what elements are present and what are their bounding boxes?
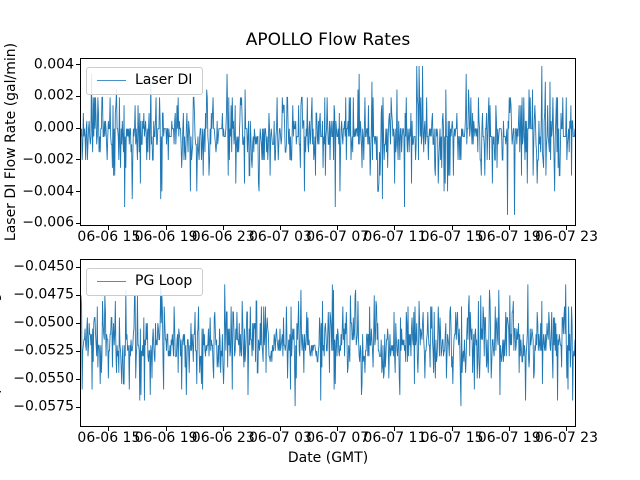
x-tick-label: 06-06 19 — [134, 228, 198, 245]
x-tick-label: 06-07 11 — [363, 430, 427, 447]
y-tick-mark — [76, 322, 80, 324]
x-tick-mark — [566, 225, 568, 230]
chart-title: APOLLO Flow Rates — [245, 30, 411, 50]
x-tick-mark — [508, 427, 510, 432]
x-tick-mark — [165, 225, 167, 230]
legend-label: PG Loop — [135, 273, 193, 290]
x-tick-label: 06-07 23 — [535, 430, 598, 447]
x-tick-label: 06-06 15 — [77, 228, 141, 245]
y-tick-mark — [76, 350, 80, 352]
legend-line-swatch — [97, 79, 126, 81]
y-tick-label: −0.006 — [22, 214, 74, 231]
x-tick-mark — [222, 225, 224, 230]
x-tick-mark — [394, 225, 396, 230]
x-tick-mark — [451, 427, 453, 432]
x-tick-label: 06-07 11 — [363, 228, 427, 245]
x-tick-label: 06-07 23 — [535, 228, 598, 245]
x-tick-label: 06-07 19 — [477, 228, 541, 245]
x-tick-mark — [451, 225, 453, 230]
x-tick-label: 06-07 07 — [306, 228, 370, 245]
x-tick-mark — [165, 427, 167, 432]
y-tick-mark — [76, 159, 80, 161]
plot-area-laser-di: Laser DI — [80, 57, 576, 226]
x-tick-mark — [337, 225, 339, 230]
y-tick-label: 0.002 — [33, 87, 74, 104]
y-tick-label: −0.0550 — [13, 370, 74, 387]
x-tick-label: 06-07 03 — [248, 228, 312, 245]
x-tick-label: 06-07 19 — [477, 430, 541, 447]
x-tick-mark — [508, 225, 510, 230]
x-tick-label: 06-07 15 — [420, 228, 484, 245]
legend-label: Laser DI — [135, 71, 193, 88]
x-tick-mark — [566, 427, 568, 432]
x-axis-label: Date (GMT) — [287, 450, 369, 466]
x-tick-mark — [108, 225, 110, 230]
plot-area-pg-loop: PG Loop — [80, 259, 576, 428]
x-tick-mark — [108, 427, 110, 432]
y-tick-mark — [76, 294, 80, 296]
pg-loop-line-series — [81, 284, 575, 407]
y-tick-mark — [76, 406, 80, 408]
y-axis-label-pg-loop: PG Loop Flow Rate (gal/min) — [0, 244, 2, 443]
legend-pg-loop: PG Loop — [86, 268, 204, 297]
y-tick-mark — [76, 222, 80, 224]
x-tick-label: 06-07 07 — [306, 430, 370, 447]
y-tick-mark — [76, 378, 80, 380]
y-tick-label: −0.002 — [22, 151, 74, 168]
y-tick-label: −0.0575 — [13, 398, 74, 415]
y-tick-mark — [76, 191, 80, 193]
x-tick-label: 06-07 03 — [248, 430, 312, 447]
y-tick-label: −0.0525 — [13, 342, 74, 359]
x-tick-mark — [394, 427, 396, 432]
y-axis-label-laser-di: Laser DI Flow Rate (gal/min) — [3, 42, 19, 241]
y-tick-label: −0.0475 — [13, 286, 74, 303]
y-tick-mark — [76, 95, 80, 97]
x-tick-label: 06-06 23 — [191, 228, 255, 245]
legend-laser-di: Laser DI — [86, 66, 204, 95]
y-tick-label: 0.000 — [33, 119, 74, 136]
laser-di-line-series — [81, 65, 575, 215]
y-tick-mark — [76, 127, 80, 129]
x-tick-label: 06-06 23 — [191, 430, 255, 447]
flow-rate-signal-line — [81, 284, 575, 407]
x-tick-label: 06-07 15 — [420, 430, 484, 447]
y-tick-mark — [76, 64, 80, 66]
x-tick-mark — [222, 427, 224, 432]
flow-rate-signal-line — [81, 65, 575, 215]
y-tick-label: −0.0450 — [13, 258, 74, 275]
x-tick-label: 06-06 15 — [77, 430, 141, 447]
y-tick-mark — [76, 266, 80, 268]
y-tick-label: 0.004 — [33, 56, 74, 73]
legend-line-swatch — [97, 281, 126, 283]
y-tick-label: −0.004 — [22, 183, 74, 200]
x-tick-label: 06-06 19 — [134, 430, 198, 447]
x-tick-mark — [279, 427, 281, 432]
x-tick-mark — [337, 427, 339, 432]
y-tick-label: −0.0500 — [13, 314, 74, 331]
x-tick-mark — [279, 225, 281, 230]
